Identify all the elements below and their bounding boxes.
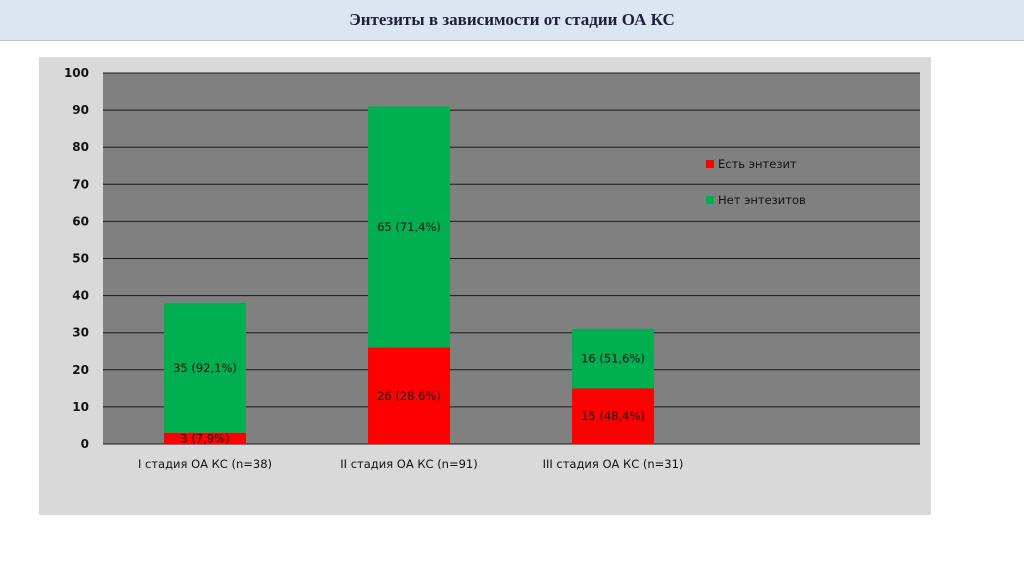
y-tick-label: 20 (72, 363, 89, 377)
x-category-label: II стадия ОА КС (n=91) (340, 457, 477, 471)
bar-no-1 (164, 303, 246, 433)
legend: Есть энтезит Нет энтезитов (706, 157, 806, 207)
data-label: 16 (51,6%) (581, 352, 645, 366)
y-tick-label: 70 (72, 177, 89, 191)
data-label: 26 (28,6%) (377, 389, 441, 403)
x-category-label: I стадия ОА КС (n=38) (138, 457, 272, 471)
bar-yes-3 (572, 388, 654, 444)
legend-label: Есть энтезит (718, 157, 797, 171)
y-tick-label: 90 (72, 103, 89, 117)
legend-swatch (706, 196, 714, 204)
bar-yes-2 (368, 347, 450, 444)
y-tick-label: 30 (72, 326, 89, 340)
bar-no-2 (368, 106, 450, 348)
y-tick-label: 50 (72, 252, 89, 266)
y-axis-ticks: 0 10 20 30 40 50 60 70 80 90 100 (64, 66, 89, 451)
y-tick-label: 80 (72, 140, 89, 154)
data-label: 65 (71,4%) (377, 220, 441, 234)
y-tick-label: 60 (72, 214, 89, 228)
slide-title-bar: Энтезиты в зависимости от стадии ОА КС (0, 0, 1024, 41)
legend-swatch (706, 160, 714, 168)
x-category-label: III стадия ОА КС (n=31) (543, 457, 684, 471)
data-label: 35 (92,1%) (173, 361, 237, 375)
bars (164, 106, 654, 444)
y-tick-label: 100 (64, 66, 89, 80)
data-label: 15 (48,4%) (581, 409, 645, 423)
y-tick-label: 10 (72, 400, 89, 414)
y-tick-label: 0 (81, 437, 89, 451)
slide-title: Энтезиты в зависимости от стадии ОА КС (349, 10, 675, 29)
bar-yes-1 (164, 432, 246, 444)
y-tick-label: 40 (72, 289, 89, 303)
data-label: 3 (7,9%) (180, 431, 229, 445)
bar-no-3 (572, 328, 654, 389)
x-axis-categories: I стадия ОА КС (n=38) II стадия ОА КС (n=… (138, 457, 683, 471)
legend-label: Нет энтезитов (718, 193, 806, 207)
data-labels: 3 (7,9%) 35 (92,1%) 26 (28,6%) 65 (71,4%) 15… (173, 220, 645, 445)
